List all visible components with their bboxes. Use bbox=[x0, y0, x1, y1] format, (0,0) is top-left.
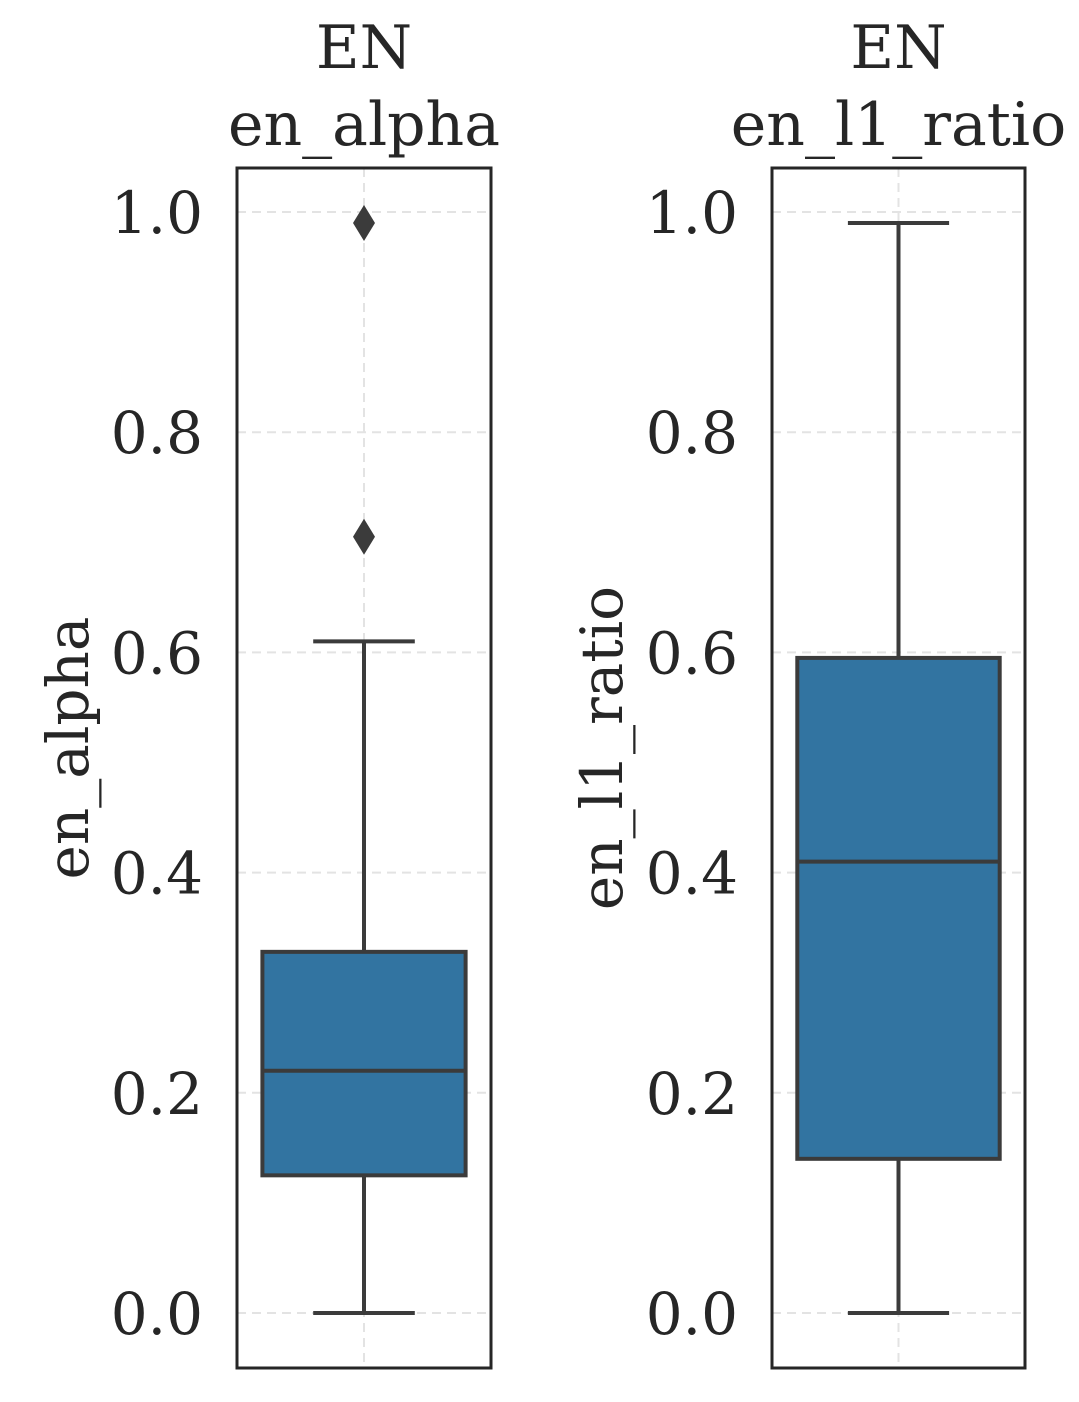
iqr-box bbox=[795, 655, 1002, 1161]
outlier-point bbox=[353, 518, 375, 555]
subplot-title-line2: en_alpha bbox=[228, 90, 500, 160]
iqr-box bbox=[260, 949, 468, 1178]
axes-frame bbox=[770, 166, 1027, 1370]
subplot-title-line1: EN bbox=[850, 13, 946, 83]
subplot-title-line2: en_l1_ratio bbox=[731, 90, 1066, 160]
y-tick-label: 0.2 bbox=[646, 1060, 738, 1128]
y-axis-label: en_l1_ratio bbox=[568, 586, 636, 910]
y-tick-label: 0.4 bbox=[646, 840, 738, 908]
axes-frame bbox=[235, 166, 493, 1370]
subplot-2: 0.00.20.40.60.81.0ENen_l1_ratioen_l1_rat… bbox=[568, 13, 1066, 1370]
y-tick-label: 0.0 bbox=[111, 1280, 203, 1348]
y-axis-label: en_alpha bbox=[34, 617, 102, 880]
y-tick-label: 1.0 bbox=[646, 179, 738, 247]
y-tick-label: 0.0 bbox=[646, 1280, 738, 1348]
outlier-point bbox=[353, 205, 375, 242]
y-tick-label: 0.4 bbox=[111, 840, 203, 908]
y-tick-label: 0.8 bbox=[646, 399, 738, 467]
y-tick-label: 1.0 bbox=[111, 179, 203, 247]
y-tick-label: 0.6 bbox=[111, 619, 203, 687]
y-tick-label: 0.6 bbox=[646, 619, 738, 687]
y-tick-label: 0.8 bbox=[111, 399, 203, 467]
y-tick-label: 0.2 bbox=[111, 1060, 203, 1128]
subplot-title-line1: EN bbox=[316, 13, 412, 83]
